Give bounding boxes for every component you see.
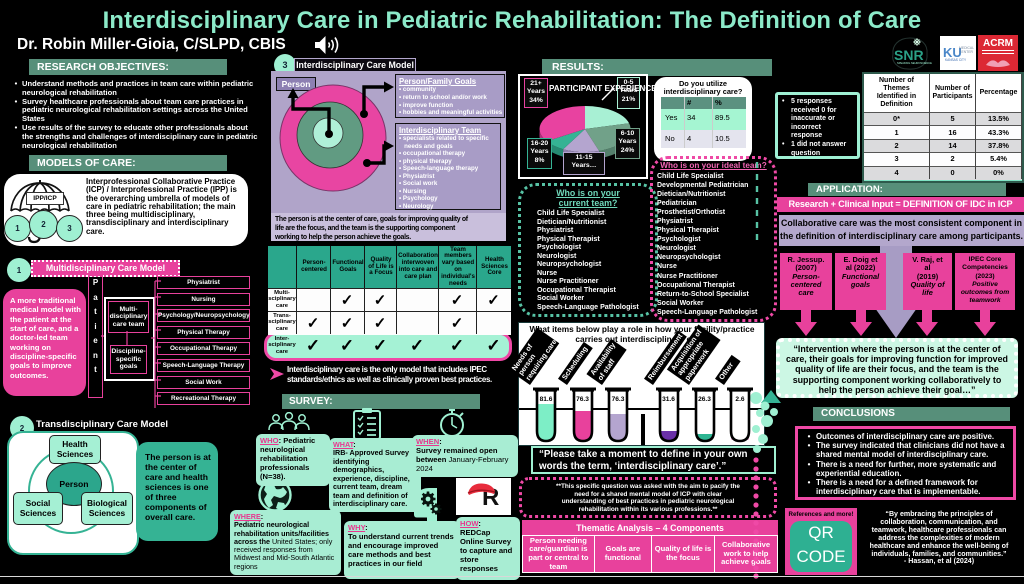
svg-text:SNR: SNR <box>894 47 924 63</box>
svg-text:SPEAKING NEUROSCIENCE: SPEAKING NEUROSCIENCE <box>897 61 932 65</box>
